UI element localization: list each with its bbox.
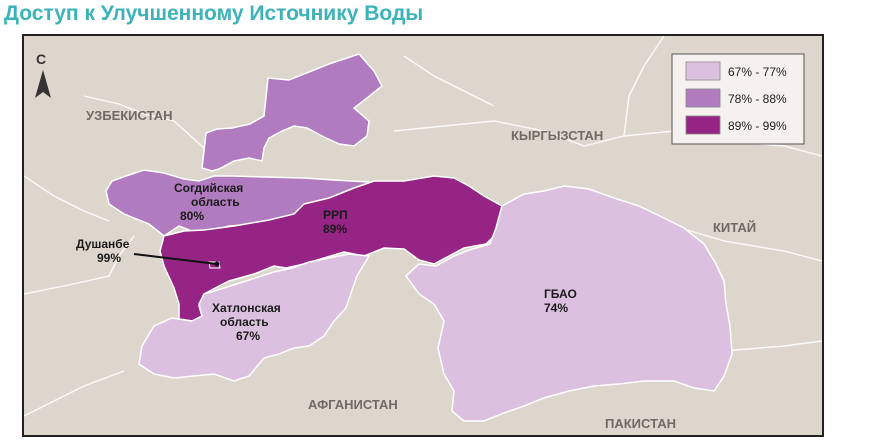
map-svg: УЗБЕКИСТАН КЫРГЫЗСТАН КИТАЙ АФГАНИСТАН П… (24, 36, 822, 431)
label-uzbekistan: УЗБЕКИСТАН (86, 108, 173, 123)
legend-label-1: 67% - 77% (728, 65, 787, 79)
north-arrow-label: С (36, 51, 46, 67)
label-sughd-value: 80% (180, 209, 204, 223)
legend-swatch-1 (685, 61, 721, 81)
label-gbao-name: ГБАО (544, 287, 577, 301)
map-frame: УЗБЕКИСТАН КЫРГЫЗСТАН КИТАЙ АФГАНИСТАН П… (22, 34, 824, 437)
legend-swatch-3 (685, 115, 721, 135)
legend-label-3: 89% - 99% (728, 119, 787, 133)
region-gbao (405, 185, 733, 422)
label-pakistan: ПАКИСТАН (605, 416, 676, 431)
dushanbe-pointer-line (133, 253, 218, 265)
label-khatlon-value: 67% (236, 329, 260, 343)
label-rrp-name: РРП (323, 208, 348, 222)
label-rrp-value: 89% (323, 222, 347, 236)
north-arrow: С (35, 51, 51, 98)
dushanbe-marker (214, 261, 220, 267)
label-khatlon-line1: Хатлонская (212, 301, 281, 315)
north-arrow-icon (35, 70, 51, 98)
map-title: Доступ к Улучшенному Источнику Воды (4, 2, 424, 25)
label-kyrgyzstan: КЫРГЫЗСТАН (511, 128, 603, 143)
label-khatlon-line2: область (220, 315, 269, 329)
legend-label-2: 78% - 88% (728, 92, 787, 106)
label-sughd-line1: Согдийская (174, 181, 243, 195)
legend: 67% - 77% 78% - 88% 89% - 99% (671, 53, 805, 145)
label-sughd-line2: область (191, 195, 240, 209)
label-dushanbe-name: Душанбе (76, 237, 130, 251)
region-khatlon (138, 253, 371, 382)
label-china: КИТАЙ (713, 220, 756, 235)
label-dushanbe-value: 99% (97, 251, 121, 265)
legend-swatch-2 (685, 88, 721, 108)
label-gbao-value: 74% (544, 301, 568, 315)
label-afghanistan: АФГАНИСТАН (308, 397, 398, 412)
